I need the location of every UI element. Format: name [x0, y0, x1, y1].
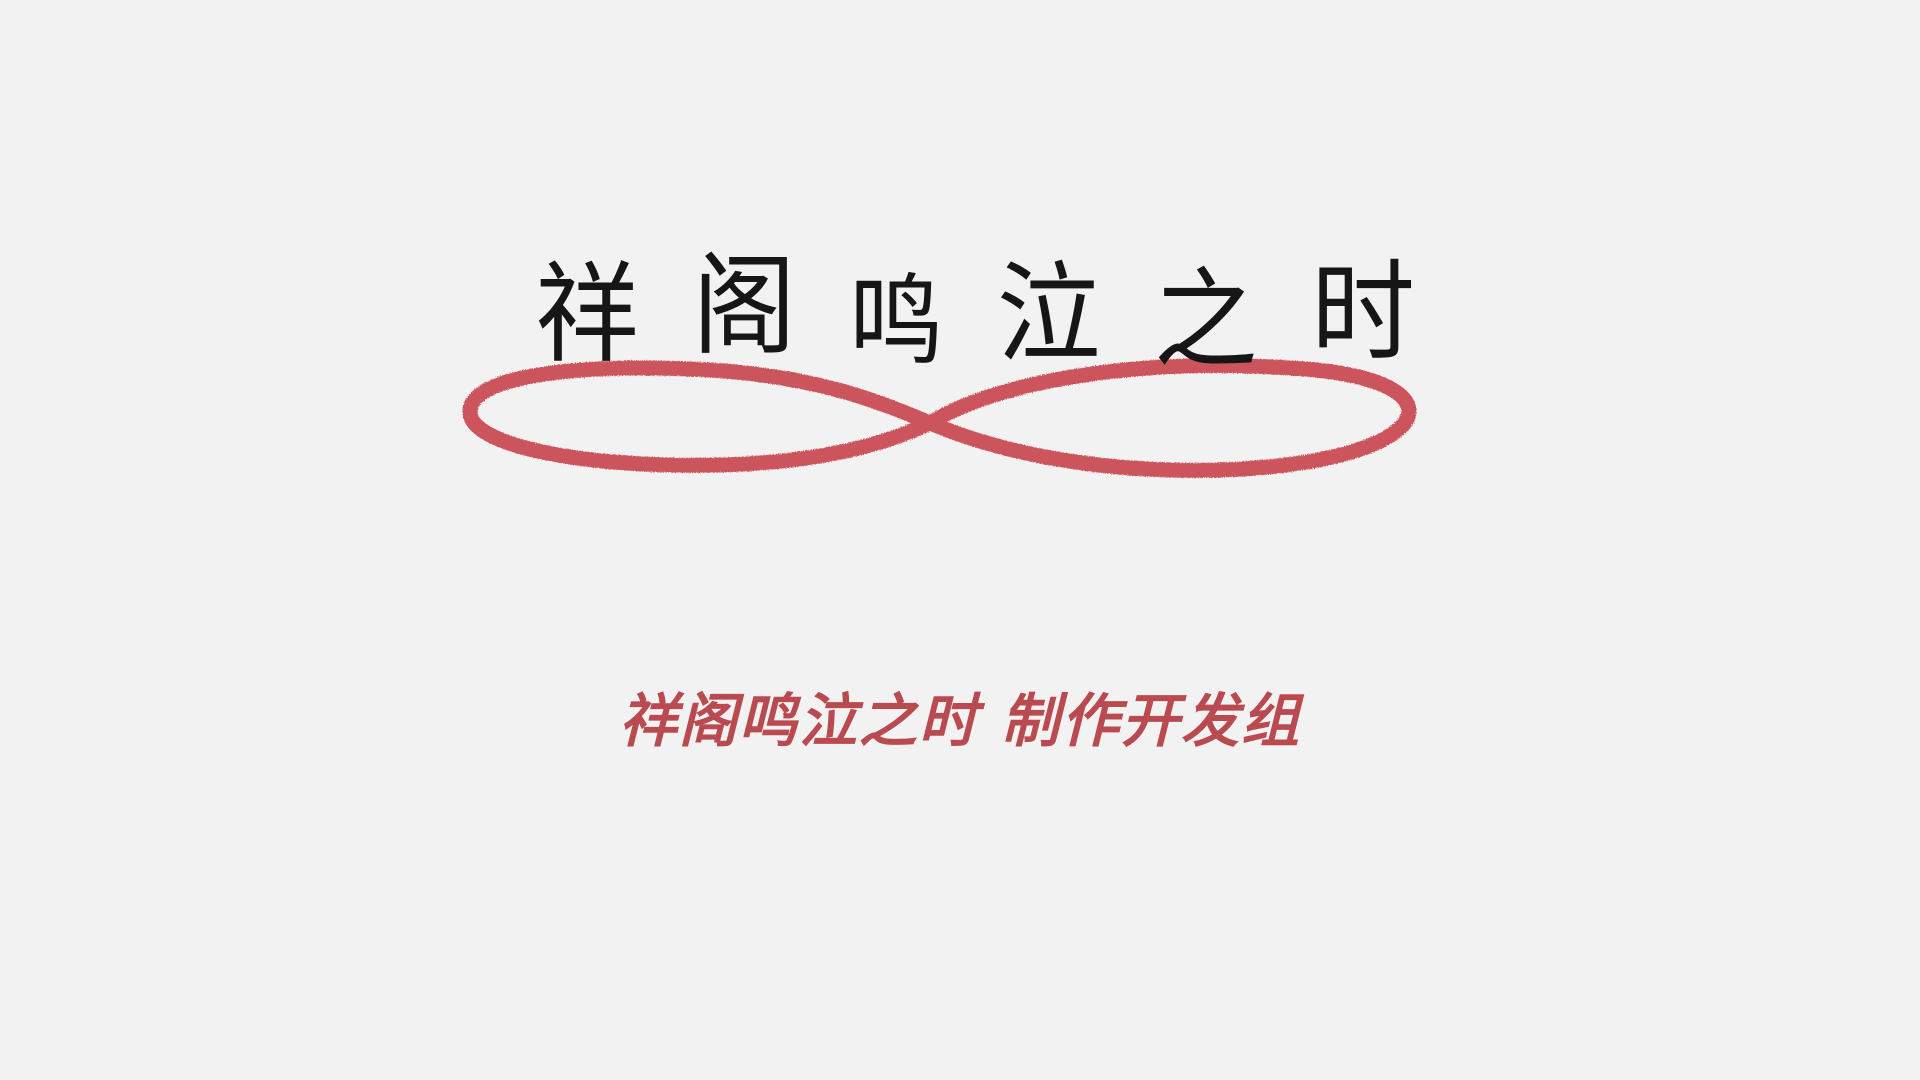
- credits-text: 祥阁鸣泣之时 制作开发组: [618, 687, 1302, 755]
- logo-title-char: 泣: [996, 249, 1101, 379]
- logo-title-char: 之: [1153, 255, 1258, 385]
- red-thread-infinity-icon: [462, 358, 1417, 478]
- logo-title: 祥 阁 鸣 泣 之 时: [535, 240, 1415, 390]
- logo-title-char: 时: [1310, 247, 1415, 377]
- game-logo: 祥 阁 鸣 泣 之 时: [440, 240, 1460, 540]
- logo-title-char: 阁: [692, 241, 797, 371]
- logo-title-char: 鸣: [849, 265, 944, 380]
- logo-title-char: 祥: [535, 249, 640, 379]
